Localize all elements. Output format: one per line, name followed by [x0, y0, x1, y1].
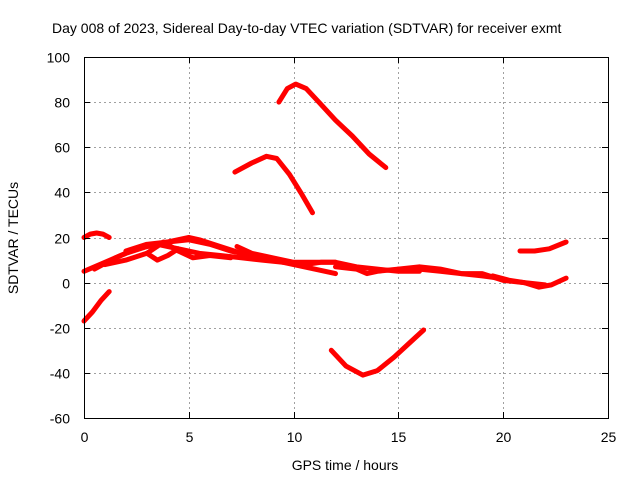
chart-title: Day 008 of 2023, Sidereal Day-to-day VTE…: [52, 20, 561, 36]
y-tick-label: -20: [50, 321, 70, 337]
series-trace-arc-i: [276, 81, 389, 171]
grid-lines: [84, 57, 608, 418]
y-tick-label: 100: [47, 50, 71, 66]
series-trace-arc-e: [102, 239, 234, 268]
y-tick-label: 0: [62, 276, 70, 292]
series-trace-arc-g: [144, 246, 181, 263]
y-axis-label: SDTVAR / TECUs: [5, 182, 21, 294]
series-trace-arc-b: [81, 289, 112, 324]
y-tick-label: 20: [54, 231, 70, 247]
y-tick-label: -40: [50, 366, 70, 382]
series-trace-arc-o: [517, 239, 569, 254]
y-tick-label: 40: [54, 185, 70, 201]
data-series: [81, 81, 569, 378]
series-trace-arc-n: [490, 273, 569, 290]
series-trace-arc-a: [81, 230, 112, 240]
series-trace-arc-h: [232, 153, 315, 216]
x-tick-label: 15: [391, 429, 407, 445]
x-tick-label: 25: [601, 429, 617, 445]
x-tick-label: 5: [186, 429, 194, 445]
x-tick-label: 0: [81, 429, 89, 445]
y-tick-label: 60: [54, 140, 70, 156]
series-trace-arc-f: [123, 235, 244, 256]
x-tick-label: 10: [287, 429, 303, 445]
y-tick-label: -60: [50, 411, 70, 427]
x-axis-label: GPS time / hours: [292, 457, 399, 473]
x-tick-label: 20: [496, 429, 512, 445]
y-tick-label: 80: [54, 95, 70, 111]
series-trace-arc-p: [328, 327, 427, 378]
axis-ticks: 0 5 10 15 20 25 -60 -40 -20 0 20 40 60 80 100: [47, 50, 617, 446]
